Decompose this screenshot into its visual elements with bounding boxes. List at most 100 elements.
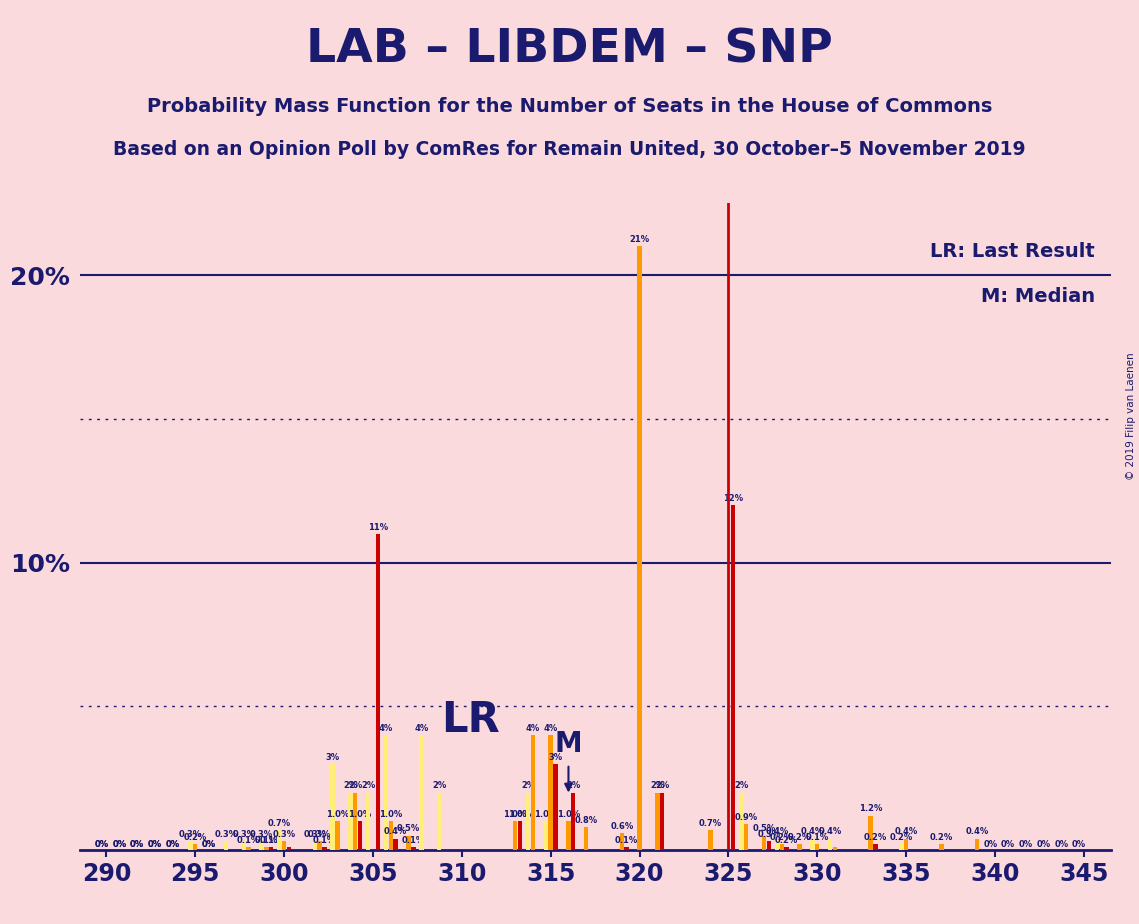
Text: 0.2%: 0.2% bbox=[775, 836, 798, 845]
Bar bbox=[246, 847, 251, 850]
Text: 0.6%: 0.6% bbox=[611, 821, 633, 831]
Bar bbox=[282, 842, 286, 850]
Text: 0.1%: 0.1% bbox=[255, 836, 278, 845]
Text: 0.2%: 0.2% bbox=[788, 833, 811, 842]
Bar bbox=[353, 793, 358, 850]
Bar bbox=[797, 845, 802, 850]
Text: 0.4%: 0.4% bbox=[894, 827, 918, 836]
Text: 1.2%: 1.2% bbox=[859, 804, 883, 813]
Text: 0.3%: 0.3% bbox=[249, 830, 273, 839]
Bar bbox=[655, 793, 659, 850]
Bar bbox=[767, 842, 771, 850]
Bar bbox=[531, 736, 535, 850]
Bar bbox=[223, 842, 228, 850]
Text: 2%: 2% bbox=[735, 782, 748, 790]
Bar bbox=[318, 842, 322, 850]
Text: 1.0%: 1.0% bbox=[503, 810, 526, 819]
Bar bbox=[407, 835, 411, 850]
Text: 2%: 2% bbox=[521, 782, 535, 790]
Bar bbox=[358, 821, 362, 850]
Text: 0.1%: 0.1% bbox=[237, 836, 260, 845]
Text: 0.5%: 0.5% bbox=[396, 824, 420, 833]
Text: 0.2%: 0.2% bbox=[863, 833, 887, 842]
Bar bbox=[366, 793, 370, 850]
Text: 0%: 0% bbox=[1072, 840, 1087, 848]
Bar bbox=[241, 842, 246, 850]
Bar bbox=[624, 847, 629, 850]
Text: 1.0%: 1.0% bbox=[349, 810, 371, 819]
Text: 0.1%: 0.1% bbox=[805, 833, 829, 842]
Text: 0%: 0% bbox=[113, 840, 126, 848]
Bar bbox=[388, 821, 393, 850]
Text: 2%: 2% bbox=[566, 782, 581, 790]
Text: 0.3%: 0.3% bbox=[179, 830, 202, 839]
Text: 0%: 0% bbox=[148, 840, 162, 848]
Text: 4%: 4% bbox=[543, 723, 558, 733]
Text: 0.5%: 0.5% bbox=[753, 824, 776, 833]
Text: 2%: 2% bbox=[361, 782, 375, 790]
Bar bbox=[739, 793, 744, 850]
Bar bbox=[335, 821, 339, 850]
Text: 0.9%: 0.9% bbox=[735, 813, 757, 822]
Bar bbox=[349, 793, 353, 850]
Text: 0.3%: 0.3% bbox=[757, 830, 780, 839]
Bar bbox=[322, 847, 327, 850]
Bar bbox=[513, 821, 517, 850]
Bar bbox=[277, 830, 281, 850]
Text: 0.7%: 0.7% bbox=[268, 819, 290, 828]
Text: 0.4%: 0.4% bbox=[966, 827, 989, 836]
Text: 2%: 2% bbox=[650, 782, 664, 790]
Bar bbox=[779, 845, 784, 850]
Bar bbox=[312, 842, 317, 850]
Bar bbox=[940, 845, 944, 850]
Bar bbox=[810, 839, 814, 850]
Text: 1.0%: 1.0% bbox=[508, 810, 532, 819]
Bar bbox=[775, 839, 779, 850]
Text: 0.4%: 0.4% bbox=[384, 827, 407, 836]
Text: 0.1%: 0.1% bbox=[402, 836, 425, 845]
Bar bbox=[384, 736, 388, 850]
Text: 0.2%: 0.2% bbox=[931, 833, 953, 842]
Text: Probability Mass Function for the Number of Seats in the House of Commons: Probability Mass Function for the Number… bbox=[147, 97, 992, 116]
Text: 0.1%: 0.1% bbox=[615, 836, 638, 845]
Bar bbox=[571, 793, 575, 850]
Bar bbox=[419, 736, 424, 850]
Text: 0%: 0% bbox=[165, 840, 180, 848]
Text: 0%: 0% bbox=[95, 840, 108, 848]
Bar bbox=[828, 839, 833, 850]
Bar bbox=[260, 842, 264, 850]
Text: 0.2%: 0.2% bbox=[770, 833, 794, 842]
Text: 0.3%: 0.3% bbox=[232, 830, 255, 839]
Bar bbox=[526, 793, 531, 850]
Text: 4%: 4% bbox=[415, 723, 428, 733]
Bar bbox=[874, 845, 878, 850]
Bar bbox=[899, 845, 903, 850]
Text: 12%: 12% bbox=[723, 493, 744, 503]
Bar bbox=[411, 847, 416, 850]
Text: 1.0%: 1.0% bbox=[326, 810, 349, 819]
Text: 0.1%: 0.1% bbox=[313, 836, 336, 845]
Bar bbox=[264, 847, 269, 850]
Bar bbox=[287, 847, 292, 850]
Text: 1.0%: 1.0% bbox=[557, 810, 580, 819]
Text: 0%: 0% bbox=[1036, 840, 1050, 848]
Bar bbox=[330, 764, 335, 850]
Bar bbox=[744, 824, 748, 850]
Text: LR: LR bbox=[441, 699, 500, 741]
Text: 11%: 11% bbox=[368, 523, 388, 531]
Text: 0.4%: 0.4% bbox=[801, 827, 825, 836]
Bar bbox=[518, 821, 522, 850]
Text: 2%: 2% bbox=[432, 782, 446, 790]
Text: 2%: 2% bbox=[343, 782, 358, 790]
Text: 0%: 0% bbox=[165, 840, 180, 848]
Bar bbox=[437, 793, 442, 850]
Bar bbox=[543, 821, 548, 850]
Bar bbox=[731, 505, 736, 850]
Bar bbox=[708, 830, 713, 850]
Text: 0.2%: 0.2% bbox=[183, 833, 207, 842]
Text: Based on an Opinion Poll by ComRes for Remain United, 30 October–5 November 2019: Based on an Opinion Poll by ComRes for R… bbox=[113, 140, 1026, 160]
Text: 0.3%: 0.3% bbox=[308, 830, 331, 839]
Text: 2%: 2% bbox=[655, 782, 670, 790]
Text: 1.0%: 1.0% bbox=[379, 810, 402, 819]
Text: 2%: 2% bbox=[349, 782, 362, 790]
